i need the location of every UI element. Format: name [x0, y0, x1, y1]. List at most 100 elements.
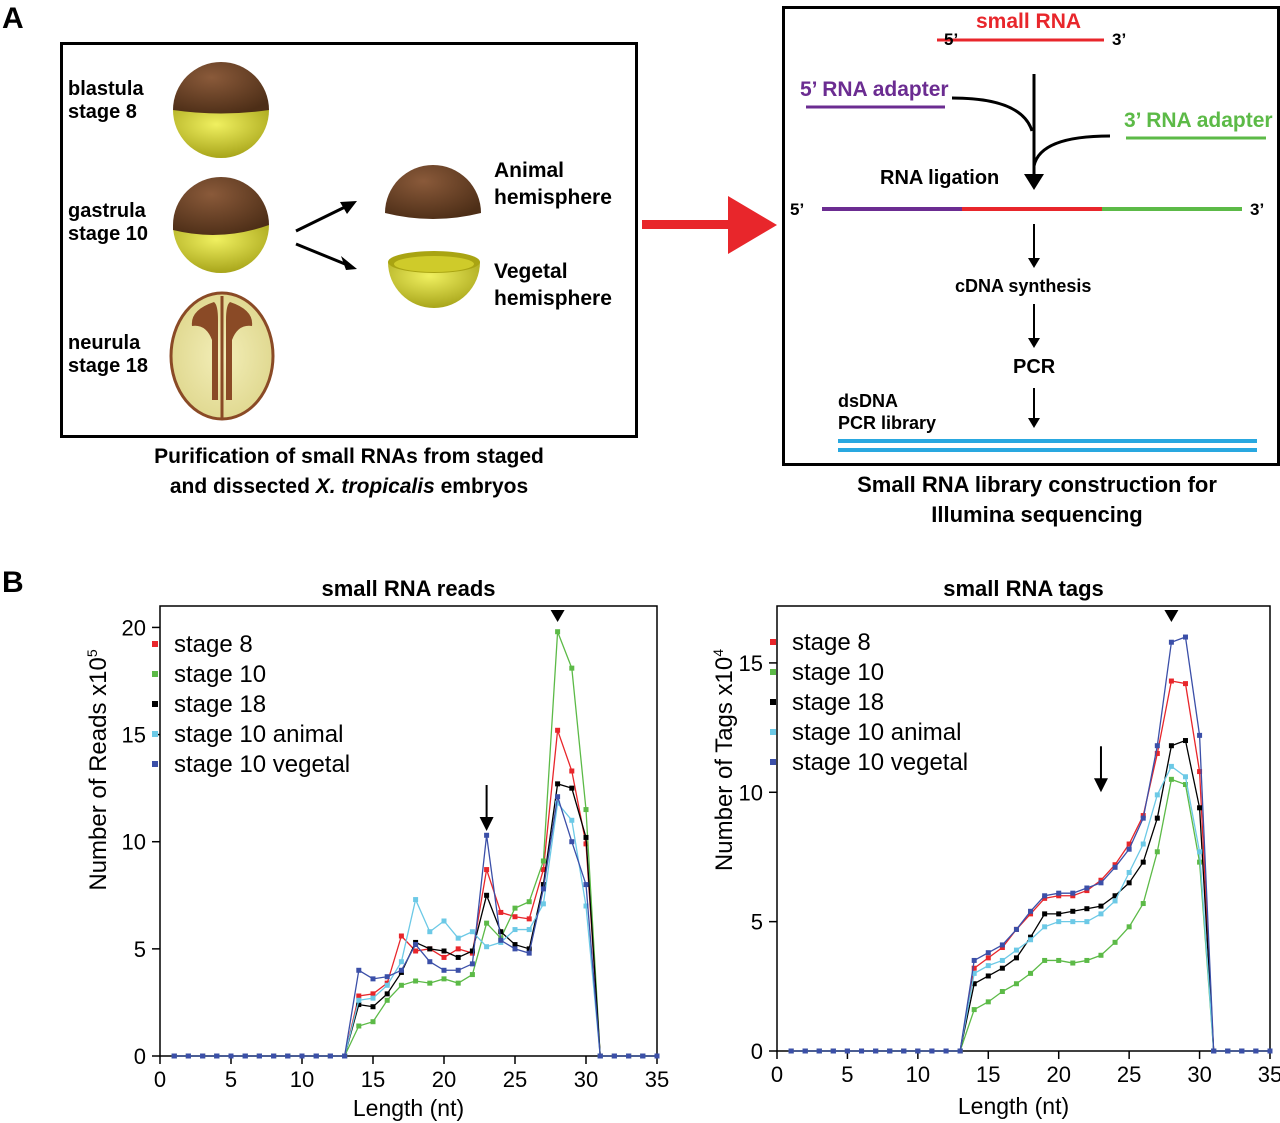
data-point — [611, 1053, 617, 1059]
x-tick-label: 0 — [771, 1062, 783, 1087]
small-rna-label: small RNA — [976, 10, 1082, 33]
data-point — [526, 916, 532, 922]
data-point — [985, 963, 991, 969]
data-point — [844, 1048, 850, 1054]
data-point — [484, 944, 490, 950]
data-point — [555, 629, 561, 635]
data-point — [1013, 981, 1019, 987]
data-point — [1168, 639, 1174, 645]
data-point — [413, 942, 419, 948]
small-rna-3prime: 3’ — [1112, 30, 1127, 49]
data-point — [555, 727, 561, 733]
data-point — [1182, 738, 1188, 744]
data-point — [540, 886, 546, 892]
legend-label: stage 10 vegetal — [792, 749, 969, 776]
data-point — [1028, 970, 1034, 976]
data-point — [327, 1053, 333, 1059]
x-tick-label: 5 — [225, 1067, 237, 1092]
data-point — [985, 973, 991, 979]
data-point — [441, 918, 447, 924]
legend-swatch — [152, 730, 158, 737]
data-point — [441, 954, 447, 960]
x-tick-label: 10 — [290, 1067, 314, 1092]
data-point — [1056, 919, 1062, 925]
data-point — [1154, 743, 1160, 749]
x-tick-label: 35 — [1258, 1062, 1280, 1087]
legend-item: stage 10 — [152, 663, 266, 687]
data-point — [413, 978, 419, 984]
data-point — [1154, 792, 1160, 798]
data-point — [1197, 859, 1203, 865]
legend-swatch — [152, 760, 158, 767]
data-point — [214, 1053, 220, 1059]
data-point — [441, 976, 447, 982]
legend-label: stage 10 animal — [174, 721, 344, 748]
data-point — [1182, 681, 1188, 687]
ligation-label: RNA ligation — [880, 167, 1000, 189]
data-point — [985, 950, 991, 956]
data-point — [788, 1048, 794, 1054]
legend-item: stage 10 — [770, 661, 884, 685]
data-point — [1168, 743, 1174, 749]
data-point — [1126, 880, 1132, 886]
legend-item: stage 10 vegetal — [770, 751, 968, 775]
data-point — [654, 1053, 660, 1059]
data-point — [1084, 888, 1090, 894]
data-point — [413, 897, 419, 903]
data-point — [285, 1053, 291, 1059]
data-point — [455, 967, 461, 973]
plot-frame — [159, 605, 658, 1057]
data-point — [873, 1048, 879, 1054]
data-point — [526, 899, 532, 905]
data-point — [427, 946, 433, 952]
data-point — [455, 935, 461, 941]
x-tick-label: 25 — [1117, 1062, 1141, 1087]
data-point — [957, 1048, 963, 1054]
x-tick-label: 20 — [1046, 1062, 1070, 1087]
embryo-purification-box — [60, 42, 638, 438]
data-point — [200, 1053, 206, 1059]
data-point — [540, 882, 546, 888]
data-point — [802, 1048, 808, 1054]
series-line-0 — [174, 730, 657, 1057]
chart-tags-xlabel: Length (nt) — [957, 1093, 1070, 1119]
legend-item: stage 10 animal — [152, 723, 343, 747]
data-point — [540, 867, 546, 873]
chart-reads-ylabel: Number of Reads x105 — [84, 649, 112, 891]
data-point — [398, 967, 404, 973]
data-point — [1140, 901, 1146, 907]
data-point — [512, 942, 518, 948]
gastrula-label: gastrula stage 10 — [68, 200, 149, 245]
chart-reads-title: small RNA reads — [321, 576, 496, 601]
data-point — [512, 914, 518, 920]
data-point — [384, 974, 390, 980]
data-point — [1042, 895, 1048, 901]
data-point — [370, 991, 376, 997]
y-tick-label: 15 — [122, 723, 146, 748]
data-point — [971, 970, 977, 976]
data-point — [999, 965, 1005, 971]
animal-hemisphere-icon — [385, 165, 481, 219]
data-point — [1013, 947, 1019, 953]
data-point — [1084, 906, 1090, 912]
data-point — [1253, 1048, 1259, 1054]
data-point — [569, 665, 575, 671]
data-point — [427, 929, 433, 935]
data-point — [384, 997, 390, 1003]
data-point — [583, 807, 589, 813]
data-point — [540, 901, 546, 907]
data-point — [1013, 955, 1019, 961]
legend-item: stage 8 — [152, 633, 253, 657]
legend-item: stage 10 vegetal — [152, 753, 350, 777]
data-point — [1154, 815, 1160, 821]
data-point — [498, 929, 504, 935]
legend-swatch — [770, 638, 776, 645]
data-point — [484, 892, 490, 898]
data-point — [342, 1053, 348, 1059]
data-point — [569, 785, 575, 791]
legend-swatch — [152, 670, 158, 677]
legend-label: stage 18 — [792, 689, 885, 716]
data-point — [256, 1053, 262, 1059]
data-point — [597, 1053, 603, 1059]
data-point — [1197, 732, 1203, 738]
